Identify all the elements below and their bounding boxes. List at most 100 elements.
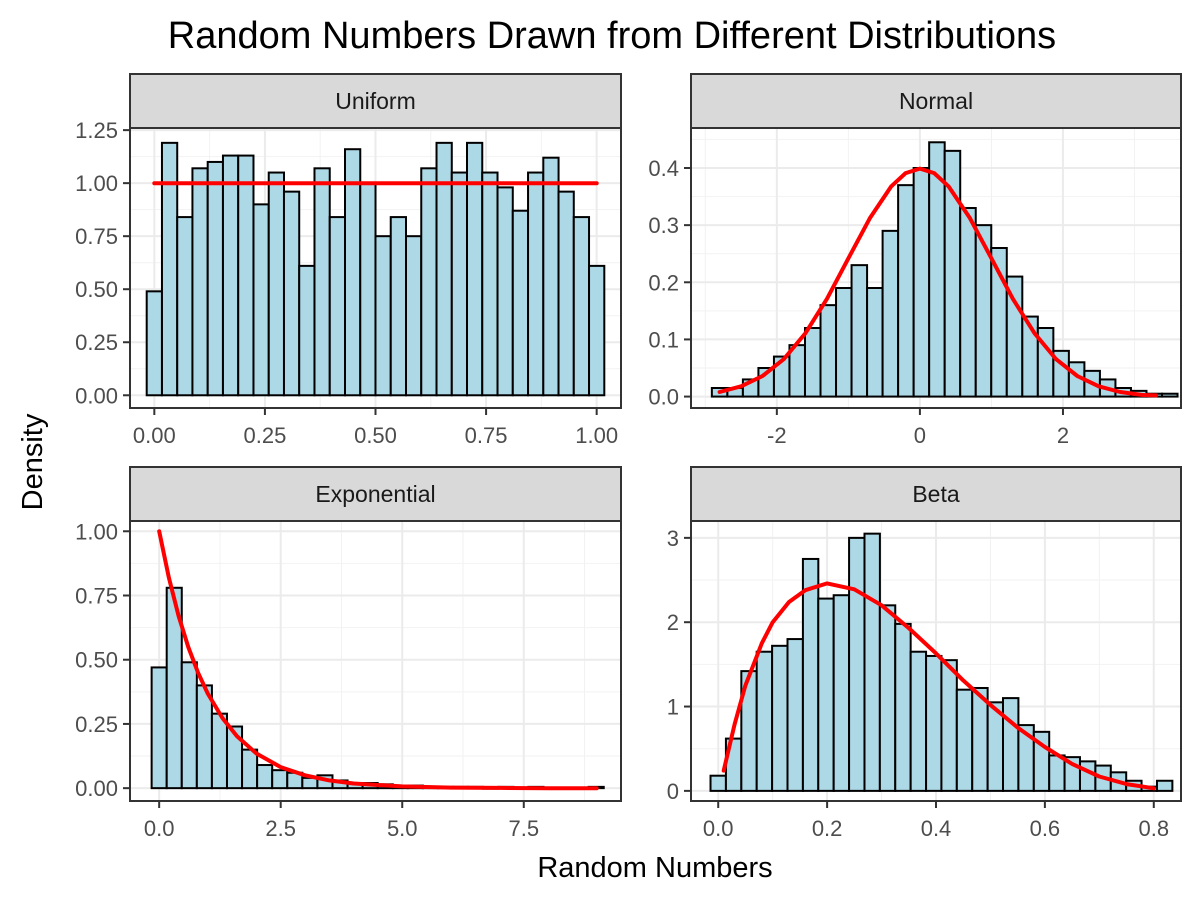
y-tick-label: 0.2 xyxy=(648,270,679,295)
histogram-bar xyxy=(267,171,286,397)
histogram-bar xyxy=(819,304,838,398)
histogram-bar xyxy=(221,154,240,397)
histogram-bar xyxy=(1048,754,1066,792)
histogram-bar xyxy=(850,264,869,398)
y-tick-label: 0.25 xyxy=(75,330,118,355)
histogram-bar xyxy=(925,654,943,792)
y-tick-label: 0.25 xyxy=(75,712,118,737)
y-tick-label: 0.50 xyxy=(75,277,118,302)
y-tick-label: 0 xyxy=(667,779,679,804)
x-tick-label: 1.00 xyxy=(575,423,618,448)
histogram-bar xyxy=(801,557,820,792)
density-line xyxy=(157,529,599,791)
x-tick-label: 2.5 xyxy=(265,816,296,841)
histogram-bar xyxy=(943,149,962,398)
histogram-bar xyxy=(195,684,213,790)
facet-strip xyxy=(690,466,1182,522)
histogram-bar xyxy=(252,203,270,397)
x-tick-label: 0 xyxy=(914,423,926,448)
histogram-bar xyxy=(1001,697,1020,792)
histogram-bar xyxy=(786,638,804,792)
histogram-bar xyxy=(832,594,851,792)
x-tick-label: 0.25 xyxy=(244,423,287,448)
histogram-bar xyxy=(344,148,362,397)
histogram-bar xyxy=(848,536,866,792)
density-line xyxy=(721,581,1156,791)
histogram-bar xyxy=(298,264,316,397)
facet-strip xyxy=(129,466,622,522)
histogram-bar xyxy=(878,604,897,792)
histogram-bar xyxy=(527,171,545,397)
x-tick-label: 0.4 xyxy=(921,816,952,841)
histogram-bar xyxy=(481,171,499,397)
histogram-bar xyxy=(709,774,727,792)
histogram-bar xyxy=(241,748,259,790)
x-tick-label: 0.75 xyxy=(465,423,508,448)
histogram-bar xyxy=(191,167,209,397)
histogram-bar xyxy=(237,154,255,397)
histogram-bar xyxy=(959,207,977,398)
histogram-bar xyxy=(863,532,881,792)
y-tick-label: 0.4 xyxy=(648,156,679,181)
histogram-bar xyxy=(542,156,560,397)
histogram-bar xyxy=(282,190,301,397)
histogram-bar xyxy=(145,290,163,397)
chart-title: Random Numbers Drawn from Different Dist… xyxy=(168,15,1056,57)
x-tick-label: 0.8 xyxy=(1138,816,1169,841)
facet-strip-label: Uniform xyxy=(335,88,416,114)
histogram-bar xyxy=(817,597,835,792)
histogram-bar xyxy=(256,764,274,790)
y-tick-label: 1.00 xyxy=(75,171,118,196)
panel-normal: Normal -2 0 2 0.0 0.1 0.2 0.3 0.4 xyxy=(648,73,1182,448)
y-tick-label: 3 xyxy=(667,526,679,551)
histogram-bar xyxy=(940,659,958,792)
facet-strip-label: Exponential xyxy=(315,481,435,507)
histogram-bar xyxy=(271,769,289,790)
y-tick-label: 0.00 xyxy=(75,383,118,408)
histogram-bar xyxy=(404,235,423,397)
y-axis-title: Density xyxy=(17,413,49,510)
histogram-bar xyxy=(1078,760,1097,792)
histogram-bar xyxy=(912,167,931,398)
x-tick-label: 7.5 xyxy=(508,816,539,841)
histogram-bar xyxy=(755,650,774,792)
histogram-bar xyxy=(328,216,347,397)
histogram-bar xyxy=(866,287,884,398)
histogram-bar xyxy=(450,171,469,397)
x-tick-label: -2 xyxy=(767,423,787,448)
x-tick-label: 0.50 xyxy=(354,423,397,448)
y-tick-label: 0.75 xyxy=(75,583,118,608)
histogram-bar xyxy=(971,686,989,792)
y-tick-label: 1 xyxy=(667,695,679,720)
histogram-bar xyxy=(210,712,228,790)
histogram-bar xyxy=(881,229,900,398)
facet-strip xyxy=(690,73,1182,129)
facet-strip-label: Beta xyxy=(912,481,960,507)
y-tick-label: 0.3 xyxy=(648,213,679,238)
y-tick-label: 0.50 xyxy=(75,648,118,673)
histogram-bar xyxy=(955,688,974,792)
histogram-bar xyxy=(1161,392,1179,398)
histogram-bar xyxy=(160,141,179,397)
histogram-bar xyxy=(909,650,928,792)
x-tick-label: 5.0 xyxy=(387,816,418,841)
histogram-bar xyxy=(588,264,606,397)
x-tick-label: 0.6 xyxy=(1030,816,1061,841)
histogram-bar xyxy=(894,622,912,792)
histogram-bar xyxy=(1155,779,1174,792)
panel-exponential: Exponential 0.0 2.5 5.0 7.5 0.00 0.25 0.50 0.75 1… xyxy=(75,466,622,841)
histogram-bar xyxy=(496,186,514,397)
y-tick-label: 0.1 xyxy=(648,327,679,352)
y-tick-label: 2 xyxy=(667,610,679,635)
histogram-bar xyxy=(389,216,407,397)
y-tick-label: 0.0 xyxy=(648,385,679,410)
y-tick-label: 1.25 xyxy=(75,118,118,143)
x-axis-title: Random Numbers xyxy=(537,852,772,884)
density-line xyxy=(717,166,1158,398)
histogram-bar xyxy=(511,209,530,397)
panel-beta: Beta 0.0 0.2 0.4 0.6 0.8 0 1 2 3 xyxy=(667,466,1182,841)
histogram-bar xyxy=(788,344,806,398)
